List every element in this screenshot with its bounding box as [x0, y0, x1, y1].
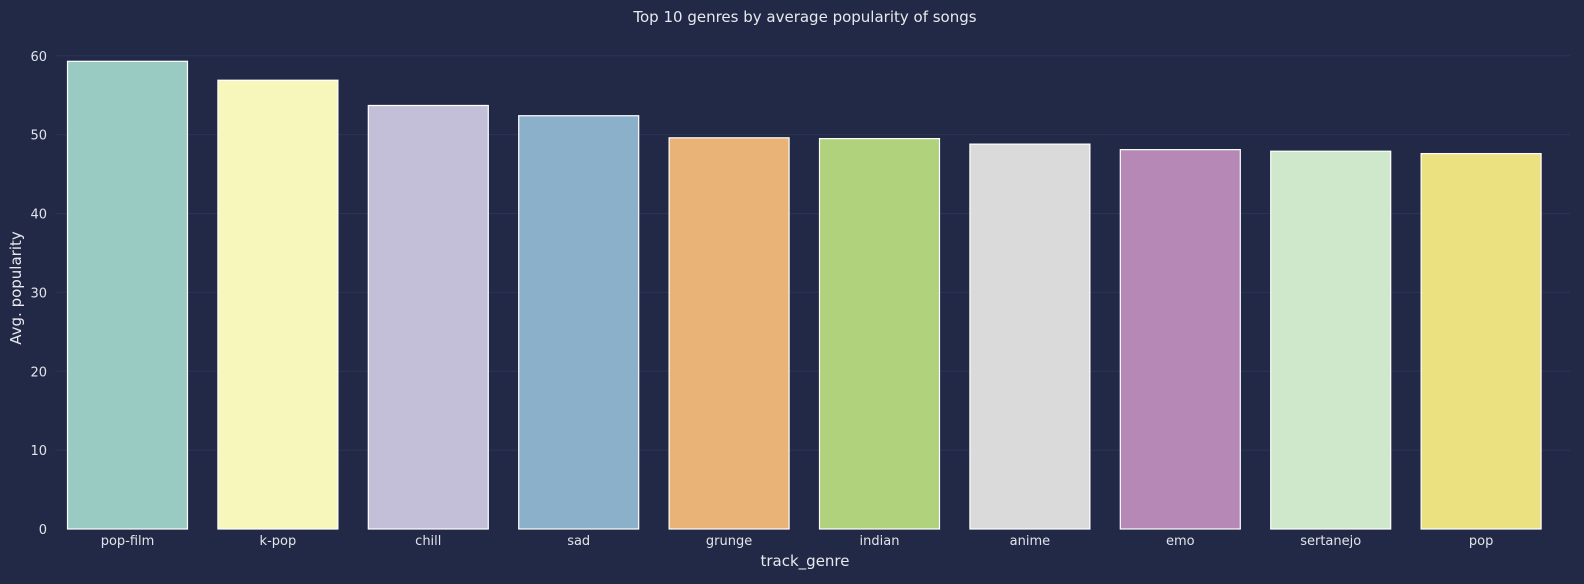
x-tick-label: indian — [860, 534, 900, 549]
bar-sad — [518, 115, 640, 530]
y-axis-ticks: 0 10 20 30 40 50 60 — [30, 50, 47, 538]
bar-pop-film — [66, 60, 189, 530]
bar-emo — [1119, 149, 1241, 530]
bar-pop — [1420, 152, 1542, 530]
y-tick-label: 60 — [30, 50, 47, 65]
y-axis-label: Avg. popularity — [7, 231, 25, 345]
bar-sertanejo — [1270, 150, 1392, 530]
x-axis-label: track_genre — [761, 552, 850, 571]
x-tick-label: pop — [1469, 534, 1493, 549]
y-tick-label: 0 — [39, 523, 47, 538]
bar-anime — [969, 143, 1091, 530]
x-axis-ticks: pop-film k-pop chill sad grunge indian anime em… — [101, 534, 1494, 549]
x-tick-label: emo — [1166, 534, 1195, 549]
x-tick-label: sertanejo — [1300, 534, 1361, 549]
y-tick-label: 40 — [30, 208, 47, 223]
bar-indian — [818, 137, 941, 530]
x-tick-label: anime — [1010, 534, 1050, 549]
x-tick-label: chill — [415, 534, 441, 549]
bars — [66, 60, 1542, 530]
bar-k-pop — [217, 79, 339, 530]
y-tick-label: 20 — [30, 365, 47, 380]
bar-chill — [367, 104, 489, 530]
chart-title: Top 10 genres by average popularity of s… — [632, 8, 976, 26]
y-tick-label: 30 — [30, 286, 47, 301]
x-tick-label: pop-film — [101, 534, 155, 549]
x-tick-label: k-pop — [260, 534, 297, 549]
bar-grunge — [668, 137, 790, 530]
x-tick-label: grunge — [706, 534, 752, 549]
y-tick-label: 50 — [30, 129, 47, 144]
x-tick-label: sad — [567, 534, 590, 549]
y-tick-label: 10 — [30, 444, 47, 459]
